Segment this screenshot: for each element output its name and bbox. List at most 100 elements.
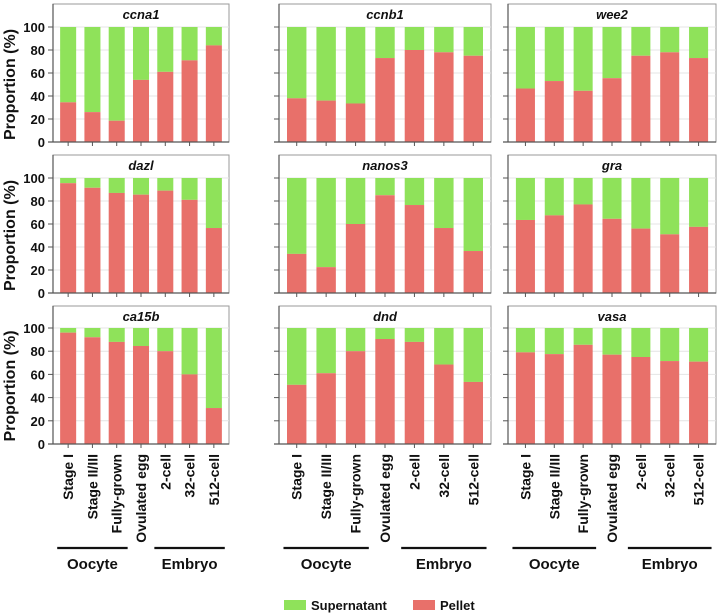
- bar-pellet: [434, 52, 454, 142]
- bar-pellet: [660, 234, 680, 293]
- bar-supernatant: [463, 27, 483, 56]
- bar-supernatant: [544, 27, 564, 82]
- panel-title: vasa: [598, 309, 627, 324]
- bar-pellet: [660, 361, 680, 444]
- bar-pellet: [434, 228, 454, 293]
- bar-pellet: [689, 361, 709, 444]
- bar-pellet: [463, 55, 483, 142]
- bar-supernatant: [181, 27, 198, 61]
- x-tick-label: Ovulated egg: [377, 454, 393, 543]
- bar-pellet: [689, 58, 709, 142]
- bar-pellet: [345, 351, 366, 444]
- bar-supernatant: [573, 328, 593, 345]
- bar-pellet: [108, 341, 125, 444]
- panel-title: wee2: [596, 7, 629, 22]
- bar-supernatant: [434, 328, 454, 365]
- bar-supernatant: [689, 328, 709, 362]
- bar-pellet: [660, 52, 680, 142]
- bar-supernatant: [84, 27, 101, 113]
- panel-title: ccnb1: [366, 7, 404, 22]
- bar-pellet: [205, 408, 222, 444]
- bar-supernatant: [689, 27, 709, 59]
- bar-supernatant: [573, 178, 593, 205]
- x-tick-label: 512-cell: [465, 454, 481, 505]
- bar-pellet: [84, 112, 101, 142]
- x-tick-label: Stage I: [517, 454, 533, 500]
- bar-pellet: [84, 337, 101, 444]
- bar-pellet: [287, 253, 307, 293]
- x-tick-label: 2-cell: [406, 454, 422, 490]
- x-tick-label: Fully-grown: [575, 454, 591, 533]
- bar-pellet: [316, 373, 336, 444]
- y-tick-label: 60: [31, 66, 45, 81]
- bar-supernatant: [602, 27, 622, 79]
- bar-supernatant: [631, 178, 651, 229]
- x-tick-label: Ovulated egg: [133, 454, 149, 543]
- bar-pellet: [602, 354, 622, 444]
- bar-pellet: [181, 60, 198, 142]
- y-tick-label: 20: [31, 112, 45, 127]
- bar-supernatant: [544, 178, 564, 216]
- panel-title: dazl: [128, 158, 154, 173]
- bar-pellet: [157, 190, 174, 293]
- bar-pellet: [631, 55, 651, 142]
- bar-supernatant: [316, 178, 336, 268]
- bar-supernatant: [345, 328, 366, 352]
- group-label: Embryo: [416, 556, 472, 573]
- bar-pellet: [689, 226, 709, 293]
- panel-title: ca15b: [123, 309, 160, 324]
- legend-swatch: [413, 600, 435, 610]
- bar-supernatant: [463, 178, 483, 252]
- bar-pellet: [463, 381, 483, 444]
- bar-supernatant: [60, 178, 77, 184]
- bar-supernatant: [84, 178, 101, 188]
- y-tick-label: 0: [38, 437, 45, 452]
- x-tick-label: Fully-grown: [348, 454, 364, 533]
- bar-pellet: [84, 187, 101, 293]
- bar-pellet: [602, 218, 622, 293]
- y-axis-label: Proportion (%): [2, 29, 19, 140]
- bar-supernatant: [205, 178, 222, 229]
- bar-supernatant: [84, 328, 101, 338]
- bar-supernatant: [515, 27, 535, 89]
- y-tick-label: 100: [23, 20, 45, 35]
- bar-pellet: [404, 341, 425, 444]
- bar-supernatant: [287, 27, 307, 99]
- x-tick-label: 32-cell: [182, 454, 198, 498]
- bar-supernatant: [631, 27, 651, 56]
- x-tick-label: 32-cell: [662, 454, 678, 498]
- bar-supernatant: [157, 328, 174, 352]
- bar-supernatant: [375, 27, 395, 59]
- y-tick-label: 100: [23, 171, 45, 186]
- bar-pellet: [573, 204, 593, 293]
- bar-pellet: [544, 354, 564, 444]
- bar-supernatant: [434, 178, 454, 229]
- bar-supernatant: [132, 178, 150, 195]
- bar-pellet: [60, 332, 77, 444]
- bar-pellet: [544, 215, 564, 293]
- y-tick-label: 80: [31, 344, 45, 359]
- bar-pellet: [157, 351, 174, 444]
- bar-supernatant: [60, 328, 77, 333]
- group-label: Oocyte: [301, 556, 352, 573]
- bar-supernatant: [205, 328, 222, 409]
- bar-pellet: [108, 120, 125, 142]
- bar-supernatant: [375, 328, 395, 340]
- bar-pellet: [573, 90, 593, 142]
- x-tick-label: Stage I: [289, 454, 305, 500]
- y-tick-label: 0: [38, 135, 45, 150]
- y-tick-label: 80: [31, 43, 45, 58]
- bar-supernatant: [660, 328, 680, 362]
- bar-supernatant: [544, 328, 564, 355]
- y-tick-label: 40: [31, 240, 45, 255]
- bar-supernatant: [404, 328, 425, 342]
- bar-supernatant: [631, 328, 651, 357]
- legend-label: Supernatant: [311, 598, 388, 613]
- bar-pellet: [375, 58, 395, 142]
- bar-pellet: [404, 50, 425, 142]
- y-tick-label: 20: [31, 414, 45, 429]
- y-axis-label: Proportion (%): [2, 330, 19, 441]
- bar-supernatant: [463, 328, 483, 382]
- x-tick-label: Fully-grown: [109, 454, 125, 533]
